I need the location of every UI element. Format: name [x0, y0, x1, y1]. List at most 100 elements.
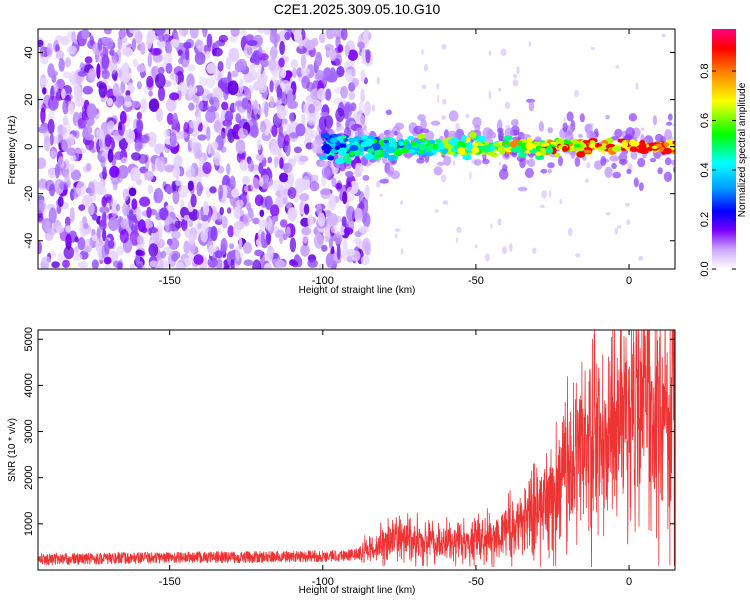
noise-speckle: [301, 226, 312, 236]
noise-speckle: [263, 29, 272, 35]
ridge-signal: [633, 141, 640, 147]
noise-speckle: [276, 84, 283, 101]
noise-speckle: [103, 29, 112, 35]
noise-speckle: [324, 236, 330, 243]
ridge-signal: [555, 138, 565, 147]
ridge-signal: [597, 146, 607, 150]
noise-speckle: [188, 219, 193, 228]
noise-speckle: [231, 70, 239, 78]
noise-speckle: [129, 263, 136, 269]
noise-speckle: [202, 29, 208, 38]
noise-speckle: [221, 101, 229, 111]
noise-speckle: [189, 120, 200, 129]
noise-speckle: [335, 182, 342, 190]
noise-speckle: [160, 250, 166, 259]
noise-speckle: [282, 122, 294, 130]
sparse-speckle: [509, 243, 513, 252]
noise-speckle: [140, 42, 146, 55]
noise-speckle: [184, 47, 190, 61]
noise-speckle: [225, 56, 232, 70]
noise-speckle: [183, 214, 190, 221]
noise-speckle: [261, 132, 272, 142]
sparse-speckle: [501, 246, 507, 255]
noise-speckle: [106, 97, 113, 107]
noise-speckle: [135, 249, 143, 256]
noise-speckle: [53, 40, 60, 53]
ridge-halo: [482, 127, 493, 139]
sparse-speckle: [539, 204, 546, 209]
ridge-signal: [540, 149, 546, 156]
noise-speckle: [229, 243, 235, 250]
ridge-halo: [448, 110, 459, 122]
noise-speckle: [82, 85, 94, 95]
noise-speckle: [258, 162, 264, 174]
colorbar-tick-label: 0.0: [699, 261, 711, 276]
noise-speckle: [156, 107, 163, 123]
noise-speckle: [280, 186, 289, 199]
noise-speckle: [136, 81, 142, 90]
noise-speckle: [157, 86, 166, 102]
noise-speckle: [280, 69, 287, 78]
ridge-signal: [503, 135, 513, 141]
snr-frame: [37, 329, 676, 571]
ridge-signal: [518, 152, 527, 158]
ridge-signal: [349, 144, 359, 151]
noise-speckle: [226, 163, 231, 175]
ridge-halo: [663, 171, 673, 182]
ridge-signal: [638, 149, 648, 152]
ridge-signal: [318, 155, 328, 160]
ridge-signal: [372, 142, 381, 151]
ridge-halo: [574, 156, 581, 167]
noise-speckle: [102, 166, 107, 180]
noise-speckle: [214, 40, 220, 50]
noise-speckle: [57, 196, 64, 208]
noise-speckle: [120, 218, 129, 229]
noise-speckle: [209, 186, 217, 194]
noise-speckle: [96, 63, 101, 79]
noise-speckle: [131, 152, 141, 161]
noise-speckle: [303, 203, 310, 215]
noise-speckle: [172, 72, 179, 86]
ridge-signal: [532, 141, 542, 147]
noise-speckle: [233, 206, 241, 219]
figure-title: C2E1.2025.309.05.10.G10: [274, 1, 441, 17]
noise-speckle: [79, 220, 84, 227]
noise-speckle: [66, 45, 78, 55]
sparse-speckle: [484, 253, 490, 262]
ridge-signal: [502, 144, 511, 148]
noise-speckle: [247, 160, 255, 172]
snr-y-tick-label: 1000: [23, 512, 35, 536]
noise-speckle: [48, 101, 59, 110]
noise-speckle: [82, 165, 91, 173]
ridge-signal: [407, 135, 415, 141]
sparse-speckle: [400, 248, 404, 256]
ridge-halo: [611, 162, 617, 169]
sparse-speckle: [442, 200, 449, 205]
ridge-signal: [476, 135, 486, 143]
noise-speckle: [98, 82, 108, 98]
noise-speckle: [107, 120, 115, 134]
sparse-speckle: [436, 83, 440, 90]
noise-speckle: [146, 206, 152, 219]
colorbar-tick-label: 0.2: [699, 212, 711, 227]
noise-speckle: [282, 162, 293, 174]
noise-speckle: [112, 260, 123, 268]
noise-speckle: [341, 29, 348, 41]
noise-speckle: [194, 51, 206, 65]
noise-speckle: [218, 34, 229, 43]
sparse-speckle: [585, 178, 589, 183]
sparse-speckle: [528, 41, 532, 48]
noise-speckle: [148, 90, 153, 97]
noise-speckle: [325, 88, 332, 101]
noise-speckle: [361, 48, 366, 64]
noise-speckle: [258, 82, 268, 93]
noise-speckle: [148, 243, 159, 257]
ridge-halo: [609, 155, 620, 162]
noise-speckle: [121, 157, 129, 164]
noise-speckle: [186, 165, 196, 180]
noise-speckle: [77, 117, 87, 129]
ridge-halo: [473, 159, 482, 166]
noise-speckle: [84, 56, 93, 64]
noise-speckle: [172, 112, 179, 127]
noise-speckle: [38, 211, 44, 222]
